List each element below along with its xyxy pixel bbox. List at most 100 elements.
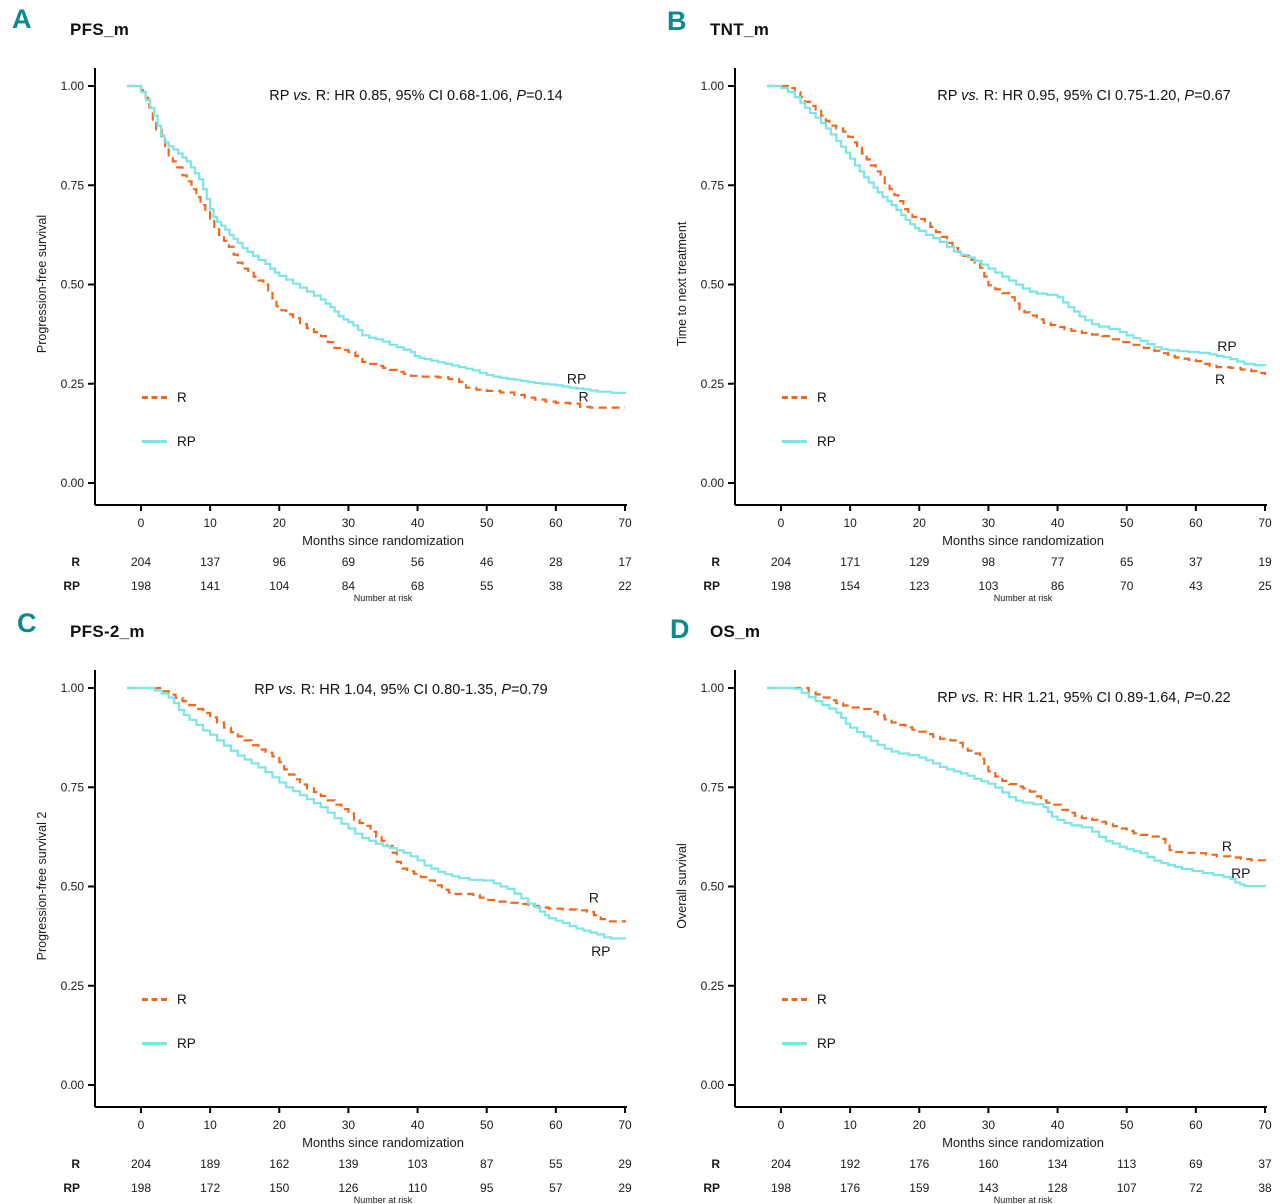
risk-table-caption: Number at risk [994,1195,1053,1204]
y-tick-label: 1.00 [701,79,725,93]
km-curve-R [127,84,625,409]
curve-end-label-R: R [1215,371,1225,387]
risk-count: 176 [840,1181,860,1195]
panel-title: TNT_m [710,20,770,39]
risk-row-label: RP [63,579,80,593]
risk-count: 103 [408,1157,428,1171]
legend-swatch-R-dashed-line [142,997,167,1001]
risk-count: 46 [480,555,494,569]
risk-count: 22 [618,579,632,593]
annotation-text: RP [254,682,279,698]
panel-letter: D [670,614,690,644]
legend-label: RP [177,433,196,449]
y-tick-label: 0.75 [61,178,85,192]
panel-letter: A [12,4,32,34]
y-tick-label: 1.00 [701,681,725,695]
risk-count: 29 [618,1157,632,1171]
risk-count: 198 [771,1181,791,1195]
risk-count: 65 [1120,555,1134,569]
risk-count: 29 [618,1181,632,1195]
legend-item-RP: RP [782,1034,836,1052]
risk-count: 204 [131,1157,151,1171]
curve-end-label-RP: RP [567,370,586,386]
km-plot: Progression-free survival Months since r… [35,68,632,602]
risk-count: 176 [909,1157,929,1171]
annotation-vs: vs. [293,88,312,104]
curve-end-label-RP: RP [1231,865,1250,881]
curve-end-label-R: R [1222,838,1232,854]
risk-count: 123 [909,579,929,593]
panel-A: A PFS_m Progression-free survival Months… [0,0,640,602]
y-tick-label: 0.25 [61,377,85,391]
x-axis-label: Months since randomization [942,533,1104,548]
km-curve-R [767,686,1267,862]
risk-count: 95 [480,1181,494,1195]
annotation-p: P [501,682,512,698]
x-tick-label: 60 [549,1118,563,1132]
legend: R RP [782,990,836,1078]
curve-end-label-R: R [578,389,588,405]
hr-annotation: RP vs. R: HR 0.95, 95% CI 0.75-1.20, P=0… [868,88,1280,104]
legend-label: R [817,389,827,405]
risk-table-caption: Number at risk [994,593,1053,602]
panel-title: PFS_m [70,20,130,39]
risk-count: 43 [1189,579,1203,593]
x-tick-label: 40 [1051,516,1065,530]
risk-count: 38 [1258,1181,1272,1195]
risk-table-caption: Number at risk [354,1195,413,1204]
risk-count: 143 [978,1181,998,1195]
risk-count: 107 [1117,1181,1137,1195]
y-tick-label: 0.00 [701,1078,725,1092]
curve-end-label-R: R [589,890,599,906]
km-plot: Time to next treatment Months since rand… [675,68,1272,602]
x-tick-label: 30 [342,516,356,530]
x-tick-label: 60 [1189,516,1203,530]
risk-count: 159 [909,1181,929,1195]
x-tick-label: 0 [138,516,145,530]
risk-row-label: R [711,555,720,569]
km-curve-RP [767,686,1267,888]
legend-item-RP: RP [142,432,196,450]
risk-count: 103 [978,579,998,593]
risk-count: 70 [1120,579,1134,593]
x-tick-label: 70 [1258,1118,1272,1132]
legend-swatch-RP-solid-line [142,439,167,443]
curve-end-label-RP: RP [591,943,610,959]
x-tick-label: 30 [342,1118,356,1132]
hr-annotation: RP vs. R: HR 1.04, 95% CI 0.80-1.35, P=0… [185,682,617,698]
legend: R RP [142,388,196,476]
annotation-text: =0.79 [511,682,548,698]
risk-count: 150 [269,1181,289,1195]
x-tick-label: 0 [778,1118,785,1132]
risk-row-label: R [71,1157,80,1171]
risk-count: 141 [200,579,220,593]
x-tick-label: 10 [843,1118,857,1132]
x-tick-label: 30 [982,516,996,530]
legend-swatch-R-dashed-line [782,395,807,399]
x-tick-label: 60 [549,516,563,530]
risk-table-caption: Number at risk [354,593,413,602]
y-tick-label: 1.00 [61,681,85,695]
risk-count: 198 [771,579,791,593]
y-tick-label: 0.75 [701,780,725,794]
x-tick-label: 70 [618,1118,632,1132]
x-tick-label: 50 [1120,1118,1134,1132]
risk-count: 57 [549,1181,563,1195]
panel-letter: C [17,608,37,638]
x-tick-label: 40 [1051,1118,1065,1132]
risk-count: 129 [909,555,929,569]
risk-count: 204 [771,555,791,569]
y-tick-label: 0.25 [61,979,85,993]
legend-label: R [177,389,187,405]
risk-count: 69 [1189,1157,1203,1171]
x-tick-label: 0 [778,516,785,530]
y-tick-label: 0.00 [61,476,85,490]
risk-count: 56 [411,555,425,569]
x-axis-label: Months since randomization [942,1135,1104,1150]
risk-count: 126 [338,1181,358,1195]
risk-count: 87 [480,1157,494,1171]
risk-count: 72 [1189,1181,1203,1195]
risk-count: 55 [480,579,494,593]
legend-swatch-RP-solid-line [142,1041,167,1045]
